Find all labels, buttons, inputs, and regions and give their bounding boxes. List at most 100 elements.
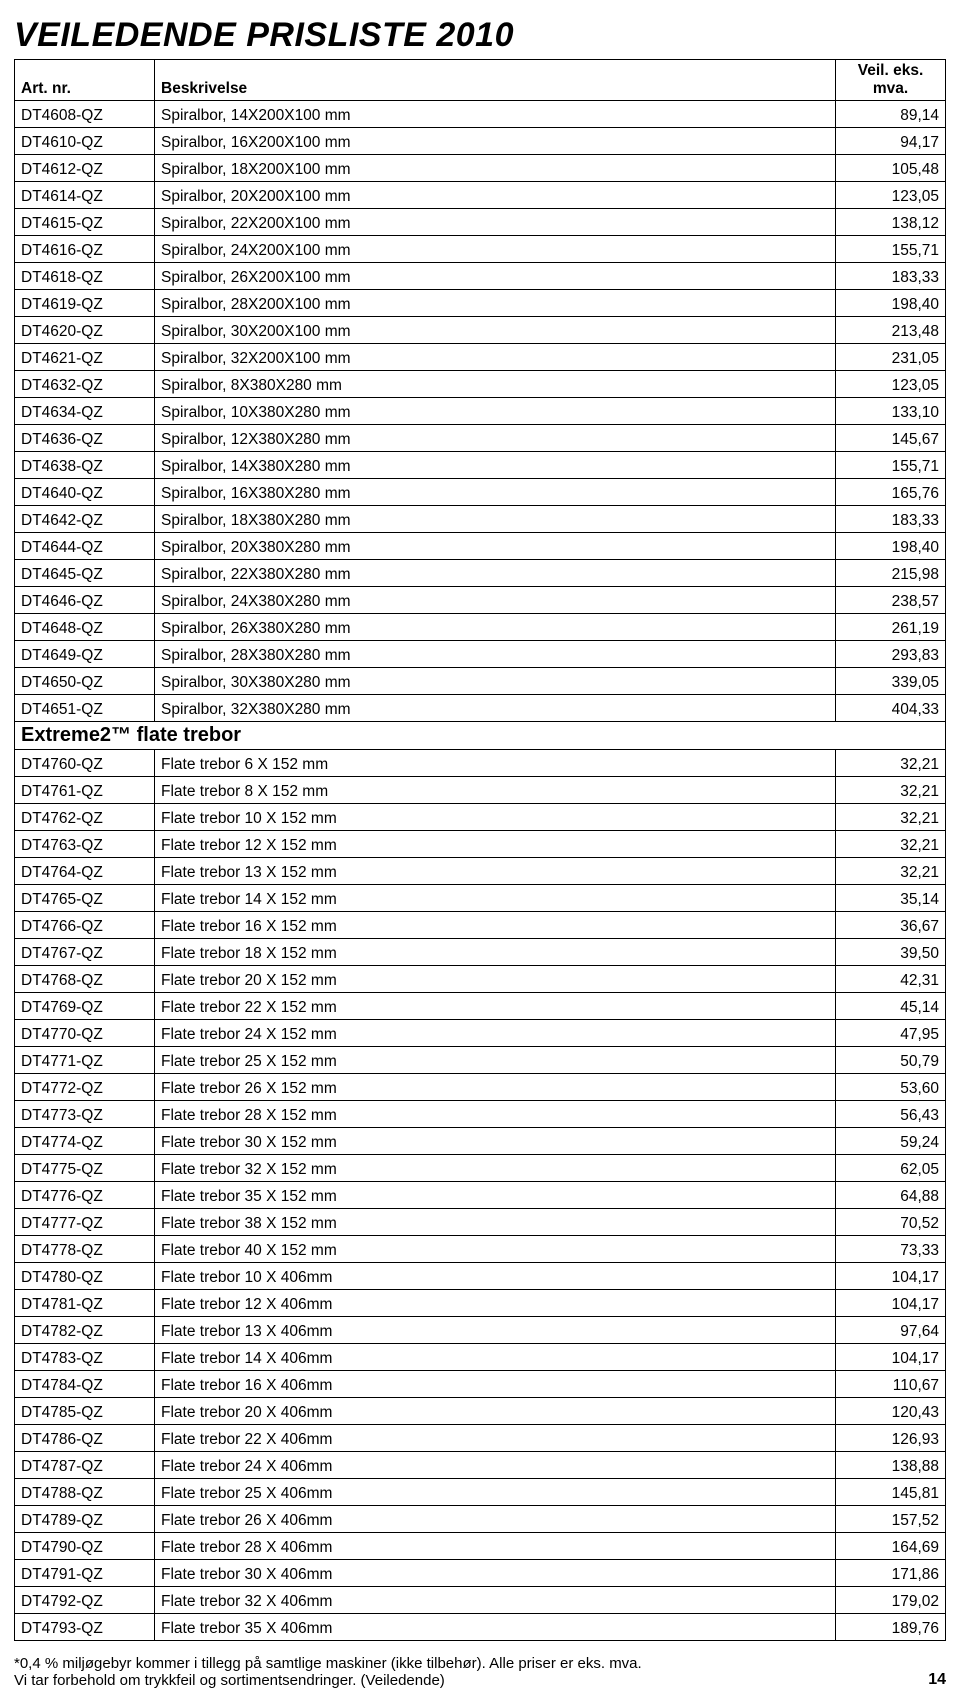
cell-desc: Flate trebor 35 X 406mm [155, 1614, 836, 1641]
cell-price: 231,05 [836, 344, 946, 371]
cell-price: 155,71 [836, 236, 946, 263]
footer-line1: *0,4 % miljøgebyr kommer i tillegg på sa… [14, 1655, 946, 1672]
cell-desc: Flate trebor 32 X 406mm [155, 1587, 836, 1614]
cell-price: 73,33 [836, 1236, 946, 1263]
cell-price: 164,69 [836, 1533, 946, 1560]
table-row: DT4777-QZFlate trebor 38 X 152 mm70,52 [15, 1209, 946, 1236]
cell-code: DT4768-QZ [15, 966, 155, 993]
cell-code: DT4774-QZ [15, 1128, 155, 1155]
table-row: DT4634-QZSpiralbor, 10X380X280 mm133,10 [15, 398, 946, 425]
cell-code: DT4651-QZ [15, 695, 155, 722]
table-row: DT4785-QZFlate trebor 20 X 406mm120,43 [15, 1398, 946, 1425]
cell-desc: Flate trebor 20 X 152 mm [155, 966, 836, 993]
cell-code: DT4645-QZ [15, 560, 155, 587]
cell-code: DT4788-QZ [15, 1479, 155, 1506]
table-row: DT4610-QZSpiralbor, 16X200X100 mm94,17 [15, 128, 946, 155]
table-row: DT4773-QZFlate trebor 28 X 152 mm56,43 [15, 1101, 946, 1128]
cell-code: DT4785-QZ [15, 1398, 155, 1425]
table-row: DT4778-QZFlate trebor 40 X 152 mm73,33 [15, 1236, 946, 1263]
cell-price: 339,05 [836, 668, 946, 695]
cell-code: DT4793-QZ [15, 1614, 155, 1641]
cell-price: 42,31 [836, 966, 946, 993]
table-row: DT4787-QZFlate trebor 24 X 406mm138,88 [15, 1452, 946, 1479]
cell-price: 293,83 [836, 641, 946, 668]
cell-desc: Spiralbor, 24X380X280 mm [155, 587, 836, 614]
table-row: DT4614-QZSpiralbor, 20X200X100 mm123,05 [15, 182, 946, 209]
cell-desc: Flate trebor 22 X 406mm [155, 1425, 836, 1452]
table-row: DT4644-QZSpiralbor, 20X380X280 mm198,40 [15, 533, 946, 560]
cell-code: DT4619-QZ [15, 290, 155, 317]
cell-price: 145,81 [836, 1479, 946, 1506]
table-row: DT4789-QZFlate trebor 26 X 406mm157,52 [15, 1506, 946, 1533]
table-row: DT4636-QZSpiralbor, 12X380X280 mm145,67 [15, 425, 946, 452]
table-row: DT4788-QZFlate trebor 25 X 406mm145,81 [15, 1479, 946, 1506]
cell-price: 56,43 [836, 1101, 946, 1128]
cell-code: DT4777-QZ [15, 1209, 155, 1236]
cell-code: DT4773-QZ [15, 1101, 155, 1128]
cell-price: 64,88 [836, 1182, 946, 1209]
cell-code: DT4648-QZ [15, 614, 155, 641]
cell-code: DT4771-QZ [15, 1047, 155, 1074]
table-row: DT4640-QZSpiralbor, 16X380X280 mm165,76 [15, 479, 946, 506]
cell-desc: Flate trebor 10 X 152 mm [155, 804, 836, 831]
cell-price: 213,48 [836, 317, 946, 344]
table-row: DT4760-QZFlate trebor 6 X 152 mm32,21 [15, 750, 946, 777]
cell-desc: Spiralbor, 16X200X100 mm [155, 128, 836, 155]
cell-code: DT4778-QZ [15, 1236, 155, 1263]
table-row: DT4782-QZFlate trebor 13 X 406mm97,64 [15, 1317, 946, 1344]
cell-code: DT4775-QZ [15, 1155, 155, 1182]
table-row: DT4771-QZFlate trebor 25 X 152 mm50,79 [15, 1047, 946, 1074]
cell-code: DT4616-QZ [15, 236, 155, 263]
cell-price: 198,40 [836, 533, 946, 560]
cell-desc: Flate trebor 38 X 152 mm [155, 1209, 836, 1236]
table-row: DT4645-QZSpiralbor, 22X380X280 mm215,98 [15, 560, 946, 587]
cell-desc: Spiralbor, 14X200X100 mm [155, 101, 836, 128]
cell-price: 53,60 [836, 1074, 946, 1101]
cell-price: 39,50 [836, 939, 946, 966]
cell-price: 183,33 [836, 263, 946, 290]
cell-code: DT4770-QZ [15, 1020, 155, 1047]
header-price: Veil. eks. mva. [836, 60, 946, 101]
cell-code: DT4638-QZ [15, 452, 155, 479]
cell-code: DT4763-QZ [15, 831, 155, 858]
table-row: DT4618-QZSpiralbor, 26X200X100 mm183,33 [15, 263, 946, 290]
cell-price: 145,67 [836, 425, 946, 452]
cell-desc: Flate trebor 32 X 152 mm [155, 1155, 836, 1182]
cell-desc: Flate trebor 8 X 152 mm [155, 777, 836, 804]
cell-desc: Spiralbor, 26X380X280 mm [155, 614, 836, 641]
cell-desc: Flate trebor 35 X 152 mm [155, 1182, 836, 1209]
cell-code: DT4614-QZ [15, 182, 155, 209]
cell-code: DT4642-QZ [15, 506, 155, 533]
cell-price: 123,05 [836, 182, 946, 209]
cell-desc: Spiralbor, 22X200X100 mm [155, 209, 836, 236]
cell-desc: Flate trebor 22 X 152 mm [155, 993, 836, 1020]
cell-desc: Spiralbor, 26X200X100 mm [155, 263, 836, 290]
cell-code: DT4762-QZ [15, 804, 155, 831]
cell-code: DT4620-QZ [15, 317, 155, 344]
table-row: DT4769-QZFlate trebor 22 X 152 mm45,14 [15, 993, 946, 1020]
cell-price: 70,52 [836, 1209, 946, 1236]
cell-code: DT4636-QZ [15, 425, 155, 452]
cell-desc: Spiralbor, 30X200X100 mm [155, 317, 836, 344]
cell-desc: Flate trebor 24 X 406mm [155, 1452, 836, 1479]
cell-desc: Flate trebor 13 X 152 mm [155, 858, 836, 885]
cell-code: DT4612-QZ [15, 155, 155, 182]
cell-price: 89,14 [836, 101, 946, 128]
cell-code: DT4786-QZ [15, 1425, 155, 1452]
cell-desc: Spiralbor, 20X380X280 mm [155, 533, 836, 560]
cell-price: 183,33 [836, 506, 946, 533]
cell-code: DT4760-QZ [15, 750, 155, 777]
cell-price: 47,95 [836, 1020, 946, 1047]
cell-code: DT4776-QZ [15, 1182, 155, 1209]
cell-desc: Flate trebor 30 X 152 mm [155, 1128, 836, 1155]
table-row: DT4763-QZFlate trebor 12 X 152 mm32,21 [15, 831, 946, 858]
cell-desc: Flate trebor 12 X 406mm [155, 1290, 836, 1317]
cell-price: 123,05 [836, 371, 946, 398]
cell-code: DT4618-QZ [15, 263, 155, 290]
cell-desc: Flate trebor 16 X 152 mm [155, 912, 836, 939]
cell-desc: Flate trebor 30 X 406mm [155, 1560, 836, 1587]
header-artnr: Art. nr. [15, 60, 155, 101]
table-row: DT4783-QZFlate trebor 14 X 406mm104,17 [15, 1344, 946, 1371]
cell-desc: Spiralbor, 30X380X280 mm [155, 668, 836, 695]
cell-price: 404,33 [836, 695, 946, 722]
